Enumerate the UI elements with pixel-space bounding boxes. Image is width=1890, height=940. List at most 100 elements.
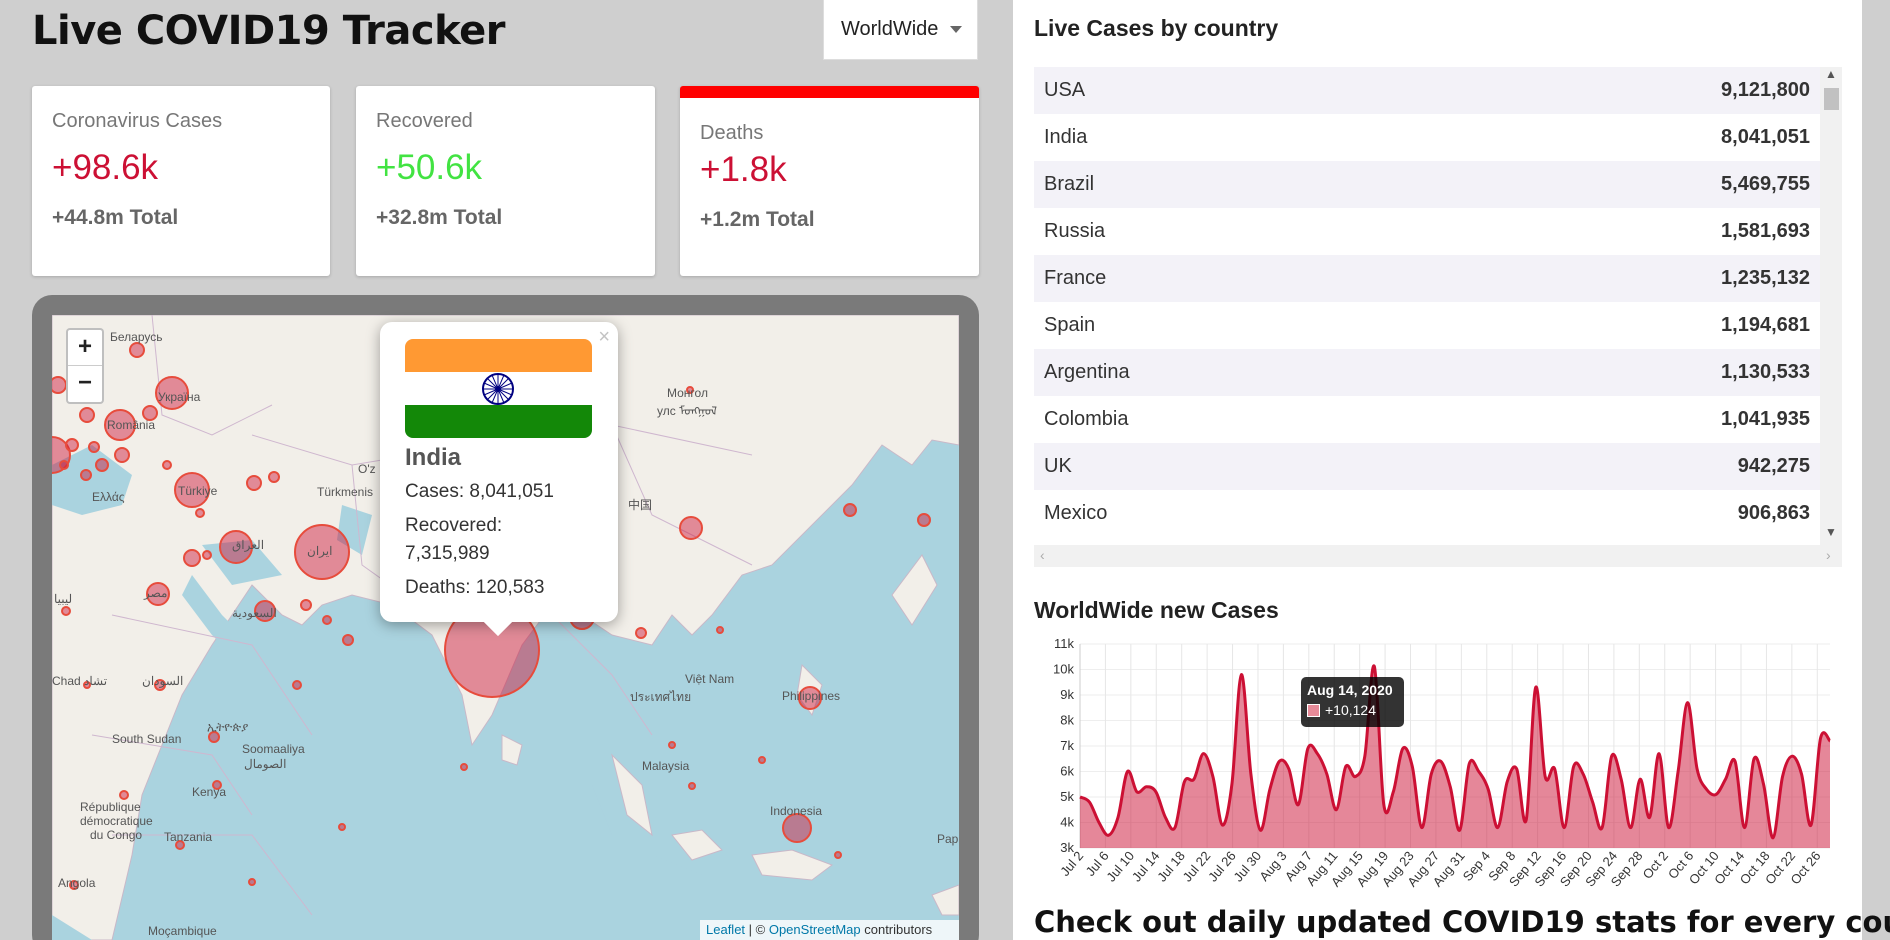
stat-card-deaths[interactable]: Deaths +1.8k +1.2m Total: [680, 86, 979, 276]
data-point[interactable]: [1686, 701, 1690, 705]
data-point[interactable]: [1334, 808, 1338, 812]
data-point[interactable]: [1363, 754, 1367, 758]
data-point[interactable]: [1287, 767, 1291, 771]
data-point[interactable]: [1182, 780, 1186, 784]
data-point[interactable]: [1420, 826, 1424, 830]
data-point[interactable]: [1790, 754, 1794, 758]
data-point[interactable]: [1372, 664, 1376, 668]
data-point[interactable]: [1676, 770, 1680, 774]
data-point[interactable]: [1828, 739, 1832, 743]
data-point[interactable]: [1524, 818, 1528, 822]
data-point[interactable]: [1505, 780, 1509, 784]
data-point[interactable]: [1562, 826, 1566, 830]
data-point[interactable]: [1211, 775, 1215, 779]
data-point[interactable]: [1325, 772, 1329, 776]
data-point[interactable]: [1268, 787, 1272, 791]
table-row[interactable]: Russia 1,581,693: [1034, 208, 1820, 255]
table-row[interactable]: Spain 1,194,681: [1034, 302, 1820, 349]
data-point[interactable]: [1220, 823, 1224, 827]
leaflet-link[interactable]: Leaflet: [706, 922, 746, 937]
data-point[interactable]: [1201, 752, 1205, 756]
data-point[interactable]: [1078, 795, 1082, 799]
table-vertical-scrollbar[interactable]: ▲ ▼: [1820, 67, 1842, 545]
data-point[interactable]: [1353, 775, 1357, 779]
data-point[interactable]: [1477, 770, 1481, 774]
data-point[interactable]: [1695, 767, 1699, 771]
data-point[interactable]: [1296, 803, 1300, 807]
data-point[interactable]: [1543, 775, 1547, 779]
scroll-left-arrow-icon[interactable]: ‹: [1040, 547, 1045, 563]
data-point[interactable]: [1771, 836, 1775, 840]
data-point[interactable]: [1534, 685, 1538, 689]
data-point[interactable]: [1591, 800, 1595, 804]
data-point[interactable]: [1657, 752, 1661, 756]
table-row[interactable]: Mexico 906,863: [1034, 490, 1820, 537]
data-point[interactable]: [1800, 772, 1804, 776]
data-point[interactable]: [1144, 785, 1148, 789]
country-select[interactable]: WorldWide: [823, 0, 978, 60]
scroll-down-arrow-icon[interactable]: ▼: [1825, 525, 1837, 539]
data-point[interactable]: [1135, 790, 1139, 794]
table-row[interactable]: Colombia 1,041,935: [1034, 396, 1820, 443]
case-circles[interactable]: [52, 342, 931, 890]
data-point[interactable]: [1448, 785, 1452, 789]
data-point[interactable]: [1648, 815, 1652, 819]
data-point[interactable]: [1724, 777, 1728, 781]
data-point[interactable]: [1667, 826, 1671, 830]
data-point[interactable]: [1382, 803, 1386, 807]
table-row[interactable]: India 8,041,051: [1034, 114, 1820, 161]
data-point[interactable]: [1638, 777, 1642, 781]
table-row[interactable]: Argentina 1,130,533: [1034, 349, 1820, 396]
data-point[interactable]: [1277, 759, 1281, 763]
data-point[interactable]: [1192, 777, 1196, 781]
data-point[interactable]: [1515, 767, 1519, 771]
data-point[interactable]: [1486, 787, 1490, 791]
data-point[interactable]: [1154, 790, 1158, 794]
stat-card-cases[interactable]: Coronavirus Cases +98.6k +44.8m Total: [32, 86, 330, 276]
data-point[interactable]: [1116, 815, 1120, 819]
data-point[interactable]: [1306, 747, 1310, 751]
data-point[interactable]: [1258, 828, 1262, 832]
table-row[interactable]: France 1,235,132: [1034, 255, 1820, 302]
data-point[interactable]: [1809, 823, 1813, 827]
data-point[interactable]: [1391, 790, 1395, 794]
table-horizontal-scrollbar[interactable]: ‹ ›: [1034, 545, 1842, 567]
data-point[interactable]: [1496, 826, 1500, 830]
data-point[interactable]: [1429, 772, 1433, 776]
scroll-right-arrow-icon[interactable]: ›: [1826, 547, 1831, 563]
data-point[interactable]: [1572, 764, 1576, 768]
data-point[interactable]: [1600, 826, 1604, 830]
table-row[interactable]: USA 9,121,800: [1034, 67, 1820, 114]
scroll-up-arrow-icon[interactable]: ▲: [1825, 67, 1837, 81]
data-point[interactable]: [1629, 826, 1633, 830]
data-point[interactable]: [1743, 826, 1747, 830]
data-point[interactable]: [1781, 775, 1785, 779]
data-point[interactable]: [1439, 759, 1443, 763]
data-point[interactable]: [1619, 777, 1623, 781]
close-icon[interactable]: ×: [598, 326, 610, 348]
zoom-out-button[interactable]: −: [77, 369, 92, 396]
data-point[interactable]: [1733, 759, 1737, 763]
data-point[interactable]: [1610, 754, 1614, 758]
data-point[interactable]: [1762, 782, 1766, 786]
data-point[interactable]: [1553, 767, 1557, 771]
osm-link[interactable]: OpenStreetMap: [768, 922, 861, 937]
data-point[interactable]: [1581, 772, 1585, 776]
stat-card-recovered[interactable]: Recovered +50.6k +32.8m Total: [356, 86, 655, 276]
data-point[interactable]: [1249, 772, 1253, 776]
data-point[interactable]: [1467, 762, 1471, 766]
data-point[interactable]: [1239, 673, 1243, 677]
table-row[interactable]: Brazil 5,469,755: [1034, 161, 1820, 208]
data-point[interactable]: [1097, 821, 1101, 825]
data-point[interactable]: [1410, 764, 1414, 768]
zoom-in-button[interactable]: +: [68, 330, 102, 366]
data-point[interactable]: [1344, 764, 1348, 768]
data-point[interactable]: [1705, 787, 1709, 791]
table-row[interactable]: UK 942,275: [1034, 443, 1820, 490]
data-point[interactable]: [1125, 770, 1129, 774]
data-point[interactable]: [1458, 828, 1462, 832]
data-point[interactable]: [1106, 833, 1110, 837]
data-point[interactable]: [1087, 800, 1091, 804]
series-line[interactable]: [1079, 664, 1832, 840]
